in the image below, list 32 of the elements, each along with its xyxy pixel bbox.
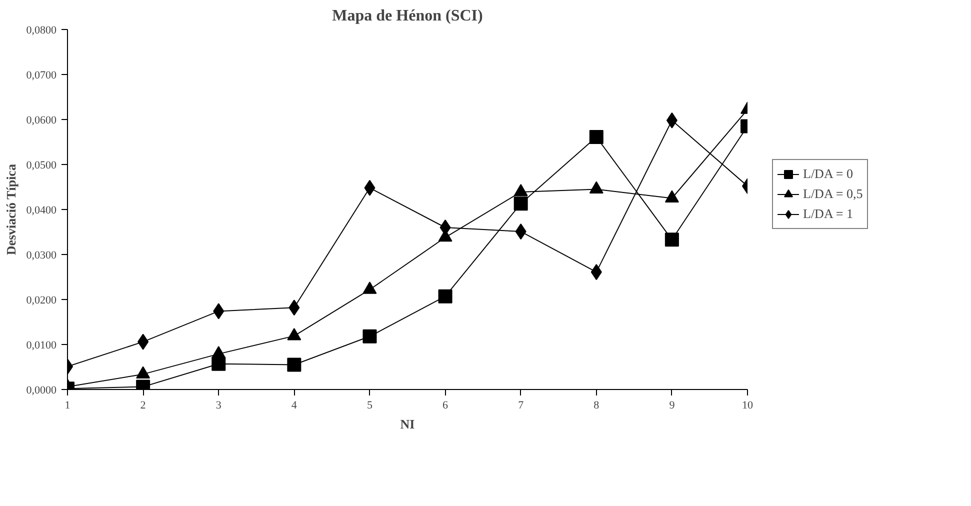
x-tick-label: 8 xyxy=(594,400,600,412)
point xyxy=(589,130,604,144)
y-tick-label: 0,0400 xyxy=(26,204,57,216)
x-tick-label: 7 xyxy=(518,400,524,412)
legend-label: L/DA = 0,5 xyxy=(803,186,863,202)
y-tick-label: 0,0700 xyxy=(26,70,57,82)
y-tick-label: 0,0200 xyxy=(26,294,57,306)
x-axis-title: NI xyxy=(400,416,415,432)
point xyxy=(514,196,528,211)
x-tick-label: 1 xyxy=(64,400,70,412)
x-tick-label: 9 xyxy=(669,400,676,412)
x-tick-label: 10 xyxy=(742,400,754,412)
x-tick-label: 6 xyxy=(442,400,449,412)
x-tick-label: 3 xyxy=(216,400,222,412)
legend-label: L/DA = 0 xyxy=(803,166,853,182)
point xyxy=(287,358,302,372)
chart-title: Mapa de Hénon (SCI) xyxy=(332,8,483,24)
y-tick-label: 0,0000 xyxy=(26,384,57,396)
x-tick-label: 5 xyxy=(366,400,373,412)
y-tick-label: 0,0500 xyxy=(26,160,57,172)
y-axis-title: Desviació Típica xyxy=(3,164,18,256)
y-tick-label: 0,0600 xyxy=(26,114,57,126)
point xyxy=(438,289,452,304)
x-tick-label: 4 xyxy=(291,400,298,412)
y-tick-label: 0,0300 xyxy=(26,250,57,262)
point xyxy=(212,356,226,371)
legend-label: L/DA = 1 xyxy=(803,206,853,222)
x-tick-label: 2 xyxy=(140,400,146,412)
point xyxy=(664,232,679,247)
y-tick-label: 0,0100 xyxy=(26,340,57,352)
point xyxy=(362,329,377,344)
y-tick-label: 0,0800 xyxy=(26,24,57,36)
